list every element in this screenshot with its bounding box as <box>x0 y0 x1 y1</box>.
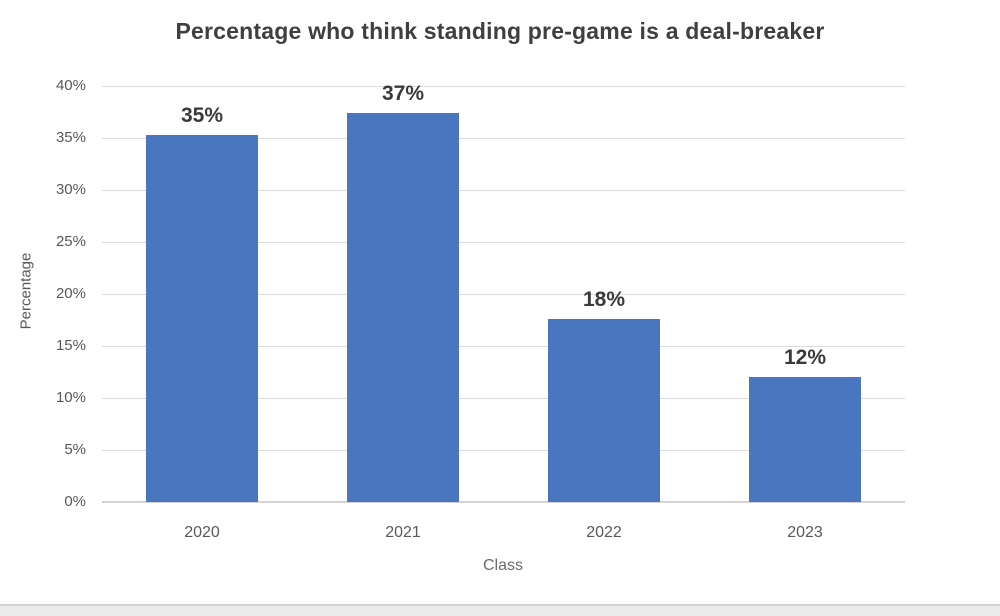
gridline <box>102 346 905 347</box>
y-axis-tick-label: 10% <box>55 389 86 406</box>
plot-area: 35% 37% 18% 12% <box>102 82 905 503</box>
x-axis-tick-label-2020: 2020 <box>184 524 220 541</box>
gridline <box>102 294 905 295</box>
data-label-2020: 35% <box>180 104 224 127</box>
x-axis-tick-label-2023: 2023 <box>787 524 823 541</box>
y-axis-tick-label: 40% <box>55 77 86 94</box>
bar-2023 <box>749 377 861 502</box>
data-label-2023: 12% <box>783 346 827 369</box>
gridline <box>102 190 905 191</box>
data-label-2022: 18% <box>582 288 626 311</box>
y-axis-tick-label: 20% <box>55 285 86 302</box>
gridline <box>102 242 905 243</box>
bar-2021 <box>347 113 459 502</box>
bar-2020 <box>146 135 258 502</box>
gridline <box>102 86 905 87</box>
page-footer-strip <box>0 604 1000 616</box>
y-axis-tick-label: 30% <box>55 181 86 198</box>
y-axis-tick-label: 25% <box>55 233 86 250</box>
x-axis-tick-label-2021: 2021 <box>385 524 421 541</box>
y-axis-tick-label: 0% <box>64 493 86 510</box>
bar-2022 <box>548 319 660 502</box>
x-axis-title: Class <box>482 557 524 574</box>
x-axis-tick-label-2022: 2022 <box>586 524 622 541</box>
y-axis-tick-label: 5% <box>64 441 86 458</box>
chart-title: Percentage who think standing pre-game i… <box>175 18 825 44</box>
gridline <box>102 450 905 451</box>
y-axis-tick-label: 15% <box>55 337 86 354</box>
gridline <box>102 398 905 399</box>
gridline <box>102 138 905 139</box>
y-axis-tick-label: 35% <box>55 129 86 146</box>
x-axis-line <box>102 501 905 503</box>
data-label-2021: 37% <box>381 82 425 105</box>
